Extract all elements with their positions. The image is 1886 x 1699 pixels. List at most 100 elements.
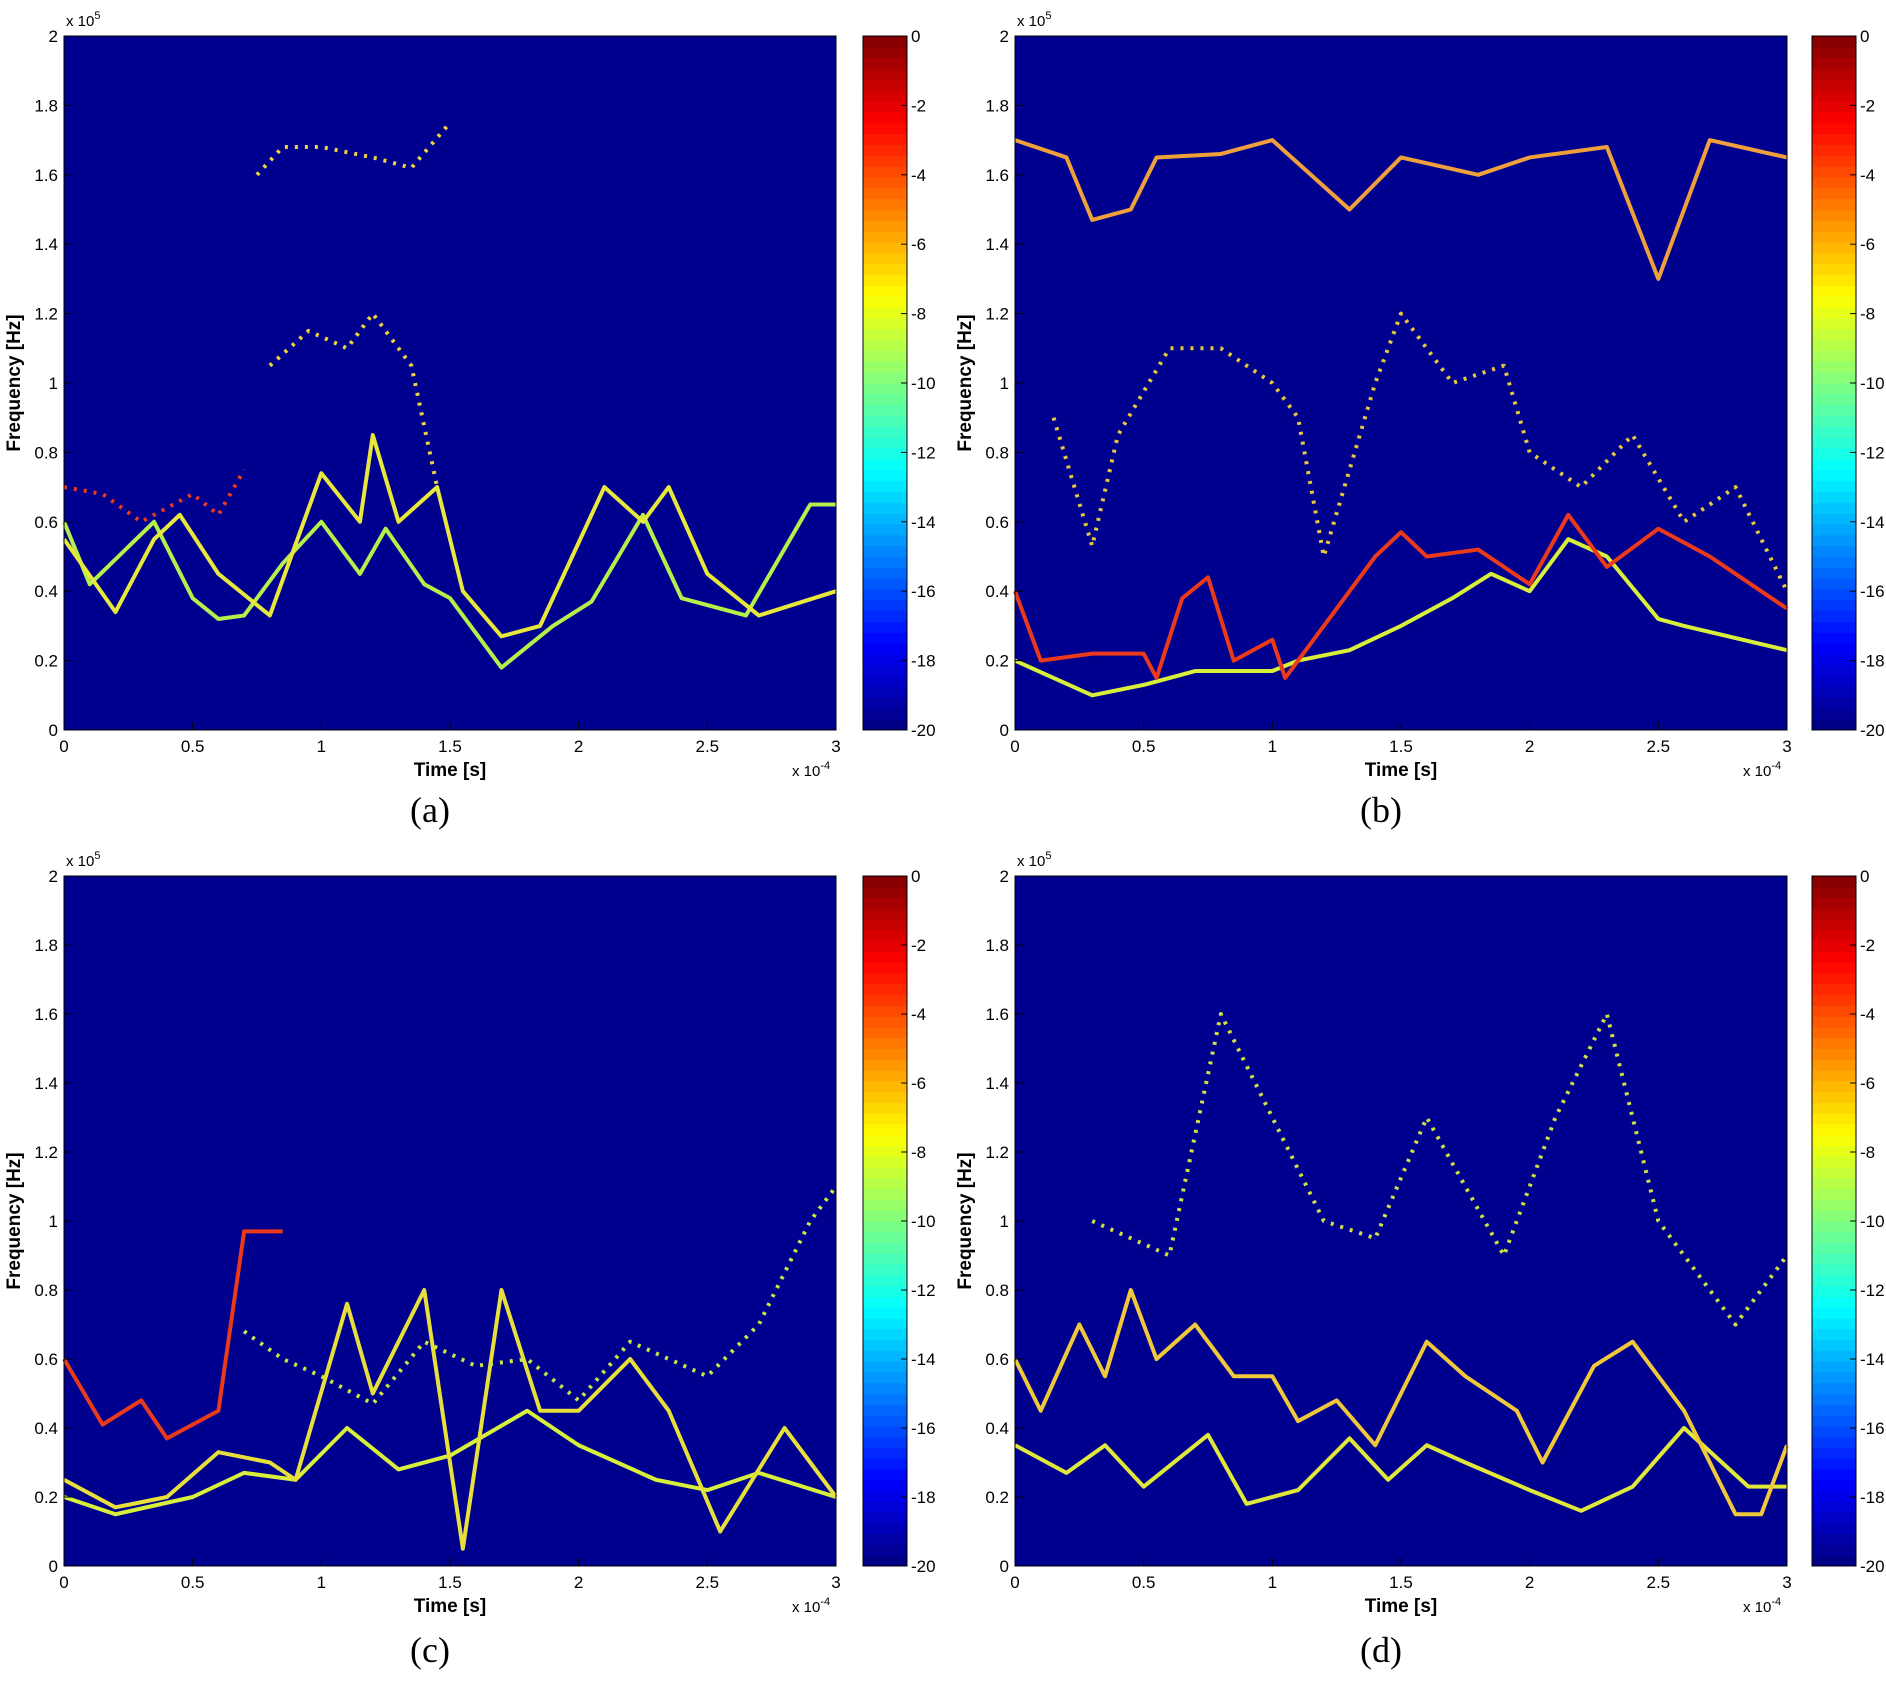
ridge-line: [255, 121, 452, 177]
colorbar-step: [863, 231, 907, 243]
colorbar-step: [1812, 1167, 1856, 1179]
colorbar-step: [863, 1242, 907, 1254]
colorbar-step: [1812, 426, 1856, 438]
colorbar-tick-label: -6: [1860, 1074, 1875, 1093]
colorbar-tick-label: -4: [1860, 1005, 1875, 1024]
y-tick-label: 1.2: [34, 1143, 58, 1162]
colorbar-step: [863, 1167, 907, 1179]
colorbar-step: [1812, 1350, 1856, 1362]
colorbar-step: [863, 252, 907, 265]
colorbar-step: [1812, 231, 1856, 243]
colorbar-step: [863, 621, 907, 633]
colorbar-step: [863, 198, 907, 210]
y-tick-label: 0.6: [985, 1350, 1009, 1369]
colorbar-step: [863, 1221, 907, 1233]
colorbar-step: [1812, 897, 1856, 909]
y-tick-label: 0.8: [985, 443, 1009, 462]
colorbar-tick-label: -20: [911, 1557, 936, 1576]
colorbar-step: [863, 632, 907, 644]
colorbar-step: [863, 578, 907, 590]
y-tick-label: 0.4: [985, 1419, 1009, 1438]
x-scale-exponent: -4: [1771, 760, 1781, 772]
colorbar-step: [1812, 578, 1856, 590]
x-tick-label: 2.5: [696, 1573, 720, 1592]
colorbar-step: [863, 1026, 907, 1039]
colorbar-step: [1812, 1199, 1856, 1211]
colorbar-step: [1812, 1479, 1856, 1492]
colorbar-step: [1812, 1436, 1856, 1448]
colorbar-tick-label: -14: [911, 1350, 936, 1369]
colorbar-step: [863, 57, 907, 70]
y-tick-label: 1.4: [34, 235, 58, 254]
x-tick-label: 1: [1268, 737, 1277, 756]
colorbar-step: [1812, 122, 1856, 135]
colorbar-step: [863, 480, 907, 492]
y-tick-label: 1: [49, 1212, 58, 1231]
colorbar-step: [863, 101, 907, 113]
colorbar-step: [863, 1371, 907, 1384]
x-scale-base: x 10: [1743, 1599, 1771, 1616]
y-tick-label: 1.4: [985, 235, 1009, 254]
colorbar-step: [1812, 1156, 1856, 1168]
colorbar-step: [1812, 285, 1856, 297]
colorbar-step: [863, 1113, 907, 1125]
colorbar-tick-label: -8: [1860, 305, 1875, 324]
colorbar-step: [863, 361, 907, 373]
colorbar-step: [863, 274, 907, 286]
ridge-line: [1013, 1288, 1789, 1517]
colorbar-step: [863, 166, 907, 178]
colorbar-tick-label: -14: [911, 513, 936, 532]
colorbar-tick-label: -4: [911, 166, 926, 185]
x-scale-label: x 10-4: [1743, 760, 1781, 780]
colorbar-step: [1812, 1253, 1856, 1265]
colorbar-step: [1812, 545, 1856, 557]
x-tick-label: 0: [1010, 1573, 1019, 1592]
y-tick-label: 1.8: [34, 936, 58, 955]
colorbar-tick-label: -20: [911, 721, 936, 740]
x-scale-exponent: -4: [820, 1596, 830, 1608]
colorbar-step: [863, 1037, 907, 1049]
colorbar-step: [1812, 1555, 1856, 1567]
colorbar-step: [863, 1070, 907, 1082]
colorbar-step: [1812, 307, 1856, 319]
y-tick-label: 0.8: [34, 443, 58, 462]
x-tick-label: 1: [317, 737, 326, 756]
colorbar-step: [1812, 404, 1856, 417]
x-tick-label: 0.5: [1132, 737, 1156, 756]
colorbar-step: [1812, 209, 1856, 221]
x-tick-label: 2.5: [1647, 1573, 1671, 1592]
y-tick-label: 1.6: [34, 1005, 58, 1024]
colorbar-step: [863, 68, 907, 80]
colorbar-tick-label: -8: [911, 305, 926, 324]
x-axis-label: Time [s]: [1365, 760, 1438, 781]
colorbar-step: [1812, 951, 1856, 963]
colorbar-step: [1812, 274, 1856, 286]
colorbar-step: [1812, 415, 1856, 427]
colorbar-step: [1812, 1016, 1856, 1028]
colorbar-step: [1812, 686, 1856, 698]
colorbar-step: [863, 919, 907, 931]
colorbar-tick-label: -4: [1860, 166, 1875, 185]
colorbar-step: [863, 133, 907, 145]
colorbar-step: [863, 886, 907, 899]
colorbar-step: [1812, 1544, 1856, 1556]
colorbar-step: [863, 242, 907, 254]
colorbar-step: [863, 513, 907, 525]
colorbar-tick-label: -8: [911, 1143, 926, 1162]
colorbar-step: [863, 610, 907, 623]
y-tick-label: 0: [49, 721, 58, 740]
x-scale-label: x 10-4: [1743, 1596, 1781, 1616]
colorbar-step: [863, 697, 907, 709]
y-tick-label: 1.4: [34, 1074, 58, 1093]
y-scale-exponent: 5: [1045, 10, 1051, 22]
colorbar-step: [1812, 708, 1856, 720]
y-scale-base: x 10: [66, 13, 94, 30]
colorbar-step: [1812, 1490, 1856, 1502]
x-tick-label: 2: [574, 1573, 583, 1592]
colorbar-tick-label: -6: [1860, 235, 1875, 254]
x-scale-base: x 10: [792, 1599, 820, 1616]
x-scale-label: x 10-4: [792, 760, 830, 780]
y-scale-exponent: 5: [1045, 850, 1051, 862]
colorbar-step: [1812, 502, 1856, 514]
colorbar-step: [1812, 133, 1856, 145]
